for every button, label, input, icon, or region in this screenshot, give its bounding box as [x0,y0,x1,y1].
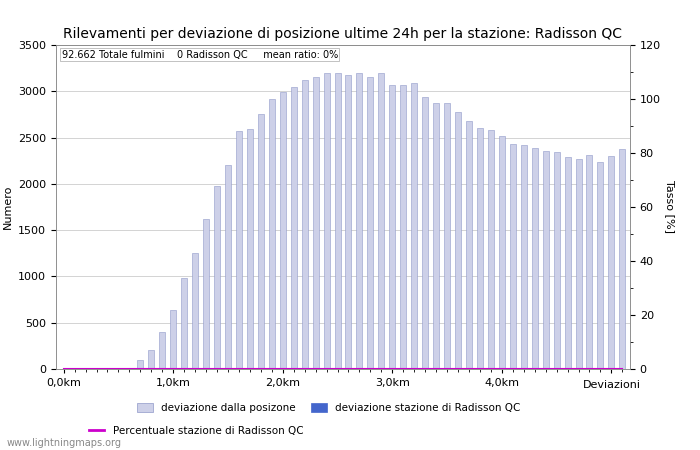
Bar [444,104,450,369]
Bar [378,73,384,369]
Bar [137,360,144,369]
Bar [422,97,428,369]
Bar [620,148,625,369]
Bar [302,80,308,369]
Percentuale stazione di Radisson QC [421,366,429,372]
Bar [181,278,187,369]
Bar [575,159,582,369]
Bar [280,92,286,369]
Bar [587,155,592,369]
Bar [356,73,363,369]
Bar [477,128,483,369]
Bar [499,136,505,369]
Bar [554,153,559,369]
Bar [368,77,373,369]
Bar [214,186,220,369]
Percentuale stazione di Radisson QC [399,366,407,372]
Percentuale stazione di Radisson QC [618,366,626,372]
Bar [597,162,603,369]
Bar [225,165,231,369]
Bar [510,144,516,369]
Bar [203,219,209,369]
Bar [488,130,494,369]
Y-axis label: Numero: Numero [3,185,13,229]
Legend: Percentuale stazione di Radisson QC: Percentuale stazione di Radisson QC [85,422,307,440]
Bar [466,121,472,369]
Bar [433,104,439,369]
Bar [323,73,330,369]
Bar [389,85,396,369]
Bar [542,152,549,369]
Bar [564,157,570,369]
Bar [608,156,615,369]
Bar [411,83,417,369]
Y-axis label: Tasso [%]: Tasso [%] [665,180,675,234]
Bar [313,77,319,369]
Bar [258,113,264,369]
Bar [236,131,242,369]
Percentuale stazione di Radisson QC [574,366,582,372]
Bar [159,332,165,369]
Percentuale stazione di Radisson QC [60,366,68,372]
Percentuale stazione di Radisson QC [257,366,265,372]
Bar [148,351,154,369]
Text: www.lightningmaps.org: www.lightningmaps.org [7,438,122,448]
Bar [346,75,351,369]
Bar [269,99,275,369]
Bar [247,129,253,369]
Bar [192,253,198,369]
Legend: deviazione dalla posizone, deviazione stazione di Radisson QC: deviazione dalla posizone, deviazione st… [137,403,521,413]
Title: Rilevamenti per deviazione di posizione ultime 24h per la stazione: Radisson QC: Rilevamenti per deviazione di posizione … [64,27,622,41]
Text: 92.662 Totale fulmini    0 Radisson QC     mean ratio: 0%: 92.662 Totale fulmini 0 Radisson QC mean… [62,50,338,60]
Text: Deviazioni: Deviazioni [582,380,640,390]
Percentuale stazione di Radisson QC [104,366,112,372]
Bar [532,148,538,369]
Bar [290,87,297,369]
Bar [455,112,461,369]
Bar [170,310,176,369]
Percentuale stazione di Radisson QC [323,366,331,372]
Bar [521,145,527,369]
Bar [400,85,406,369]
Bar [335,73,340,369]
